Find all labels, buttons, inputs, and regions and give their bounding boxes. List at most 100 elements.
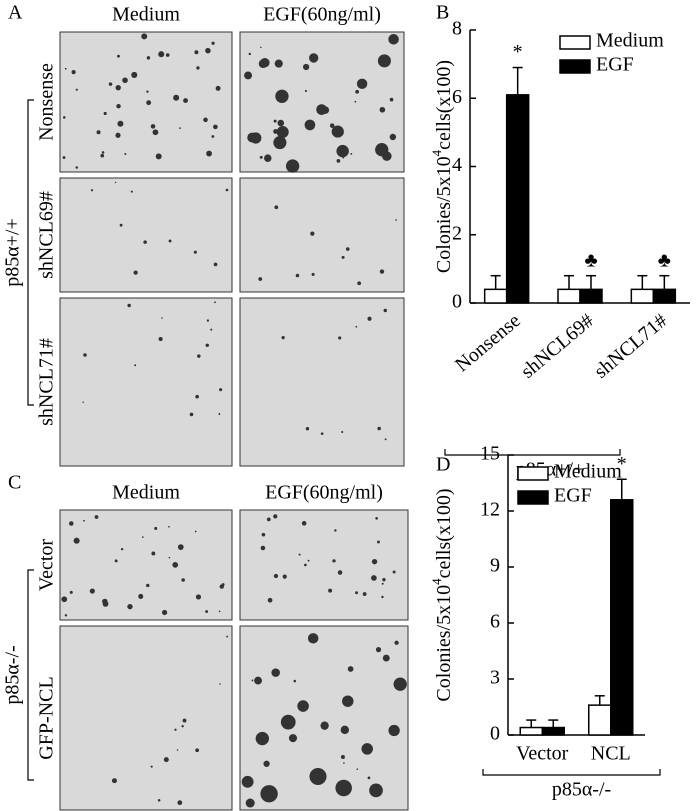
- colony: [375, 647, 382, 653]
- colony: [179, 127, 181, 129]
- panel-letter: B: [436, 2, 449, 24]
- colony: [189, 412, 194, 417]
- y-tick-label: 15: [480, 443, 500, 465]
- colony: [154, 526, 158, 530]
- legend-label: Medium: [554, 461, 622, 483]
- colony: [331, 125, 344, 138]
- colony: [215, 85, 221, 91]
- y-axis-label-part: Colonies/5x10: [433, 585, 455, 702]
- colony: [341, 430, 344, 434]
- colony: [309, 53, 319, 63]
- colony: [266, 517, 271, 522]
- colony: [211, 135, 215, 138]
- bar: [630, 288, 655, 304]
- x-tick-label: Nonsense: [451, 309, 525, 376]
- colony: [379, 269, 385, 274]
- column-label: EGF(60ng/ml): [265, 482, 383, 504]
- legend-label: EGF: [596, 54, 634, 76]
- y-axis-label-part: 4: [429, 578, 444, 585]
- group-bracket: [482, 769, 661, 776]
- colony: [275, 89, 289, 103]
- colony: [83, 353, 87, 357]
- micrograph: [59, 31, 233, 173]
- colony: [205, 343, 210, 348]
- micrograph: [239, 297, 405, 467]
- colony: [394, 640, 399, 645]
- colony: [130, 190, 133, 193]
- colony: [206, 150, 212, 157]
- colony: [309, 767, 327, 786]
- colony: [205, 47, 211, 54]
- colony: [158, 51, 165, 58]
- colony: [356, 78, 368, 90]
- colony: [157, 798, 161, 802]
- colony: [271, 668, 280, 677]
- colony: [115, 84, 121, 91]
- colony: [133, 270, 138, 275]
- colony: [258, 59, 268, 69]
- colony: [285, 159, 300, 173]
- colony: [329, 123, 335, 128]
- colony: [210, 328, 213, 331]
- legend-swatch: [517, 466, 549, 481]
- colony: [103, 111, 107, 116]
- colony: [320, 432, 324, 436]
- micrograph: [59, 509, 233, 621]
- colony: [267, 597, 273, 603]
- significance-mark: *: [617, 453, 627, 475]
- y-tick-label: 0: [452, 291, 462, 313]
- colony: [221, 583, 225, 586]
- legend-swatch: [559, 35, 591, 50]
- colony: [75, 88, 78, 91]
- colony: [146, 56, 151, 60]
- colony: [260, 545, 266, 551]
- colony: [367, 316, 372, 321]
- colony: [388, 724, 400, 737]
- colony: [281, 336, 285, 340]
- x-tick-label: Vector: [516, 743, 569, 765]
- colony: [64, 614, 68, 617]
- colony: [361, 743, 373, 755]
- y-tick-label: 0: [490, 723, 500, 745]
- colony: [151, 551, 156, 556]
- colony: [177, 544, 184, 550]
- colony: [168, 239, 172, 243]
- colony: [152, 129, 159, 136]
- colony: [273, 514, 278, 519]
- micrograph: [59, 177, 233, 293]
- colony: [196, 66, 200, 70]
- colony: [183, 98, 188, 104]
- colony: [382, 151, 392, 161]
- colony: [205, 610, 209, 613]
- colony: [350, 152, 353, 155]
- panel-letter: C: [8, 472, 21, 494]
- row-label: Vector: [36, 539, 58, 592]
- colony: [395, 219, 397, 221]
- colony: [172, 561, 179, 568]
- colony: [150, 765, 153, 768]
- colony: [273, 128, 279, 134]
- colony: [83, 519, 85, 522]
- colony: [320, 721, 329, 730]
- colony: [273, 573, 279, 579]
- micrograph: [59, 625, 233, 811]
- y-axis-label-part: 4: [429, 149, 444, 156]
- colony: [371, 558, 378, 565]
- colony: [62, 156, 66, 159]
- colony: [392, 570, 396, 574]
- colony: [150, 124, 156, 129]
- colony: [117, 120, 124, 127]
- bracket: [27, 569, 34, 781]
- bar: [652, 288, 677, 304]
- colony: [177, 800, 183, 806]
- colony: [168, 525, 170, 528]
- legend-label: Medium: [596, 30, 664, 52]
- colony: [111, 778, 117, 784]
- colony: [116, 103, 121, 109]
- colony: [393, 677, 407, 691]
- colony: [371, 575, 377, 581]
- colony: [64, 67, 67, 70]
- legend-label: EGF: [554, 485, 592, 507]
- colony: [146, 100, 152, 106]
- colony: [369, 783, 383, 798]
